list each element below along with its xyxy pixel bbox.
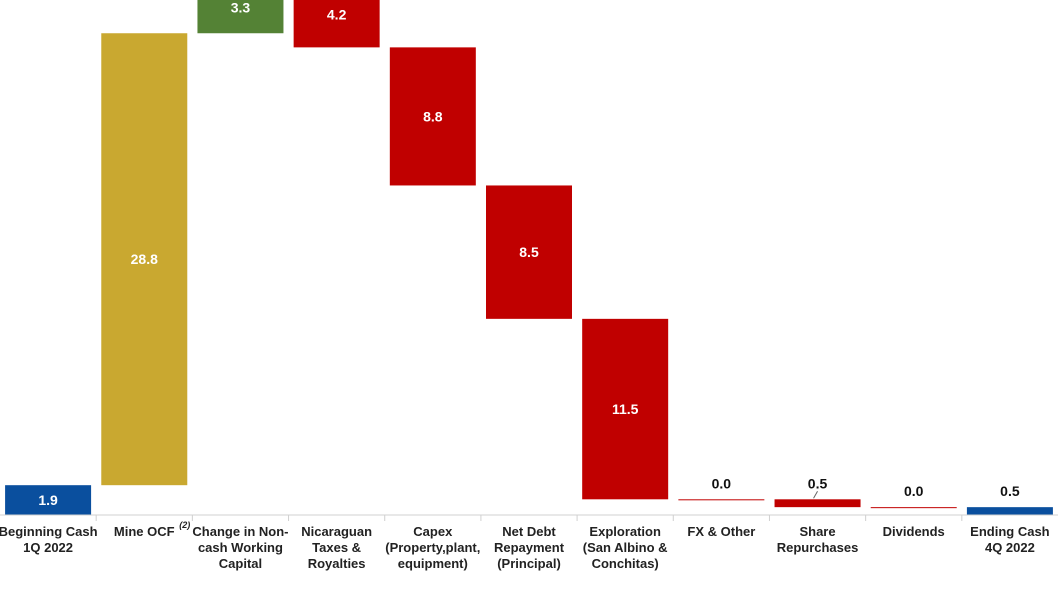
category-label: Exploration (San Albino & Conchitas) [583, 524, 668, 571]
value-label: 8.5 [519, 244, 539, 260]
x-axis-ticks [95, 515, 963, 521]
value-label: 3.3 [231, 0, 251, 15]
category-label: Nicaraguan Taxes & Royalties [301, 524, 372, 571]
bar [678, 499, 765, 501]
bar [5, 485, 92, 515]
bar [966, 507, 1053, 515]
category-label: Change in Non-cash Working Capital [192, 524, 288, 571]
value-label: 8.8 [423, 108, 443, 124]
bar [870, 507, 957, 509]
category-label: Net Debt Repayment (Principal) [494, 524, 565, 571]
bar [774, 499, 861, 508]
category-label: Capex (Property,plant, equipment) [385, 524, 480, 571]
value-labels-layer: 1.9 28.8 3.3 4.2 8.8 8.5 11.5 0.0 0.5 0.0 0.5 [38, 0, 1019, 508]
category-label: FX & Other [687, 524, 755, 539]
bar [582, 318, 669, 500]
bars-layer [5, 0, 1053, 515]
category-label: Beginning Cash 1Q 2022 [0, 524, 98, 555]
bar [293, 0, 380, 48]
bar [101, 33, 188, 486]
value-label: 0.0 [712, 475, 732, 491]
value-label: 11.5 [612, 401, 639, 417]
bar [197, 0, 284, 34]
leader-line [813, 491, 818, 499]
category-label: Mine OCF [114, 524, 175, 539]
category-label: Ending Cash 4Q 2022 [970, 524, 1050, 555]
category-label: Dividends [883, 524, 945, 539]
bar [389, 47, 476, 186]
value-label: 1.9 [38, 492, 58, 508]
footnote-marker: (2) [179, 520, 190, 530]
value-label: 0.5 [808, 475, 828, 491]
bar [486, 185, 572, 319]
value-label: 4.2 [327, 6, 347, 22]
category-labels-layer: Beginning Cash 1Q 2022 Mine OCF (2) Change i… [0, 520, 1050, 571]
category-label: Share Repurchases [777, 524, 859, 555]
value-label: 0.5 [1000, 483, 1020, 499]
value-label: 28.8 [131, 251, 158, 267]
value-label: 0.0 [904, 483, 924, 499]
